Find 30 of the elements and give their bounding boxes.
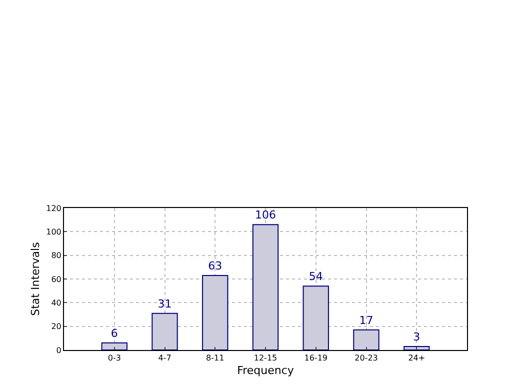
x-tick-label: 20-23: [354, 354, 378, 363]
y-tick-label: 100: [46, 227, 62, 236]
y-tick-label: 20: [51, 322, 62, 332]
bar: [101, 342, 128, 350]
y-axis-title: Stat Intervals: [28, 242, 42, 316]
bar: [353, 329, 380, 350]
x-tick-label: 24+: [408, 354, 426, 363]
bar: [404, 346, 430, 350]
x-tick-label: 4-7: [158, 354, 172, 363]
bar: [302, 286, 329, 350]
bar: [152, 312, 178, 350]
bar: [252, 224, 279, 350]
x-tick-label: 16-19: [304, 354, 328, 363]
y-tick-label: 40: [51, 298, 62, 308]
data-label: 63: [208, 259, 222, 272]
y-tick-label: 0: [56, 346, 62, 355]
data-label: 3: [413, 330, 420, 344]
y-tick-label: 60: [51, 274, 62, 284]
x-axis-title: Frequency: [237, 364, 294, 377]
y-tick-label: 80: [51, 251, 62, 260]
data-label: 106: [255, 208, 276, 222]
y-tick-label: 120: [46, 204, 62, 213]
bar: [202, 274, 228, 350]
data-label: 54: [308, 270, 323, 284]
data-label: 6: [110, 326, 118, 340]
data-label: 31: [158, 297, 172, 310]
x-tick-label: 0-3: [108, 354, 121, 363]
data-label: 17: [359, 314, 374, 327]
x-tick-label: 12-15: [254, 354, 278, 363]
x-tick-label: 8-11: [206, 354, 224, 363]
